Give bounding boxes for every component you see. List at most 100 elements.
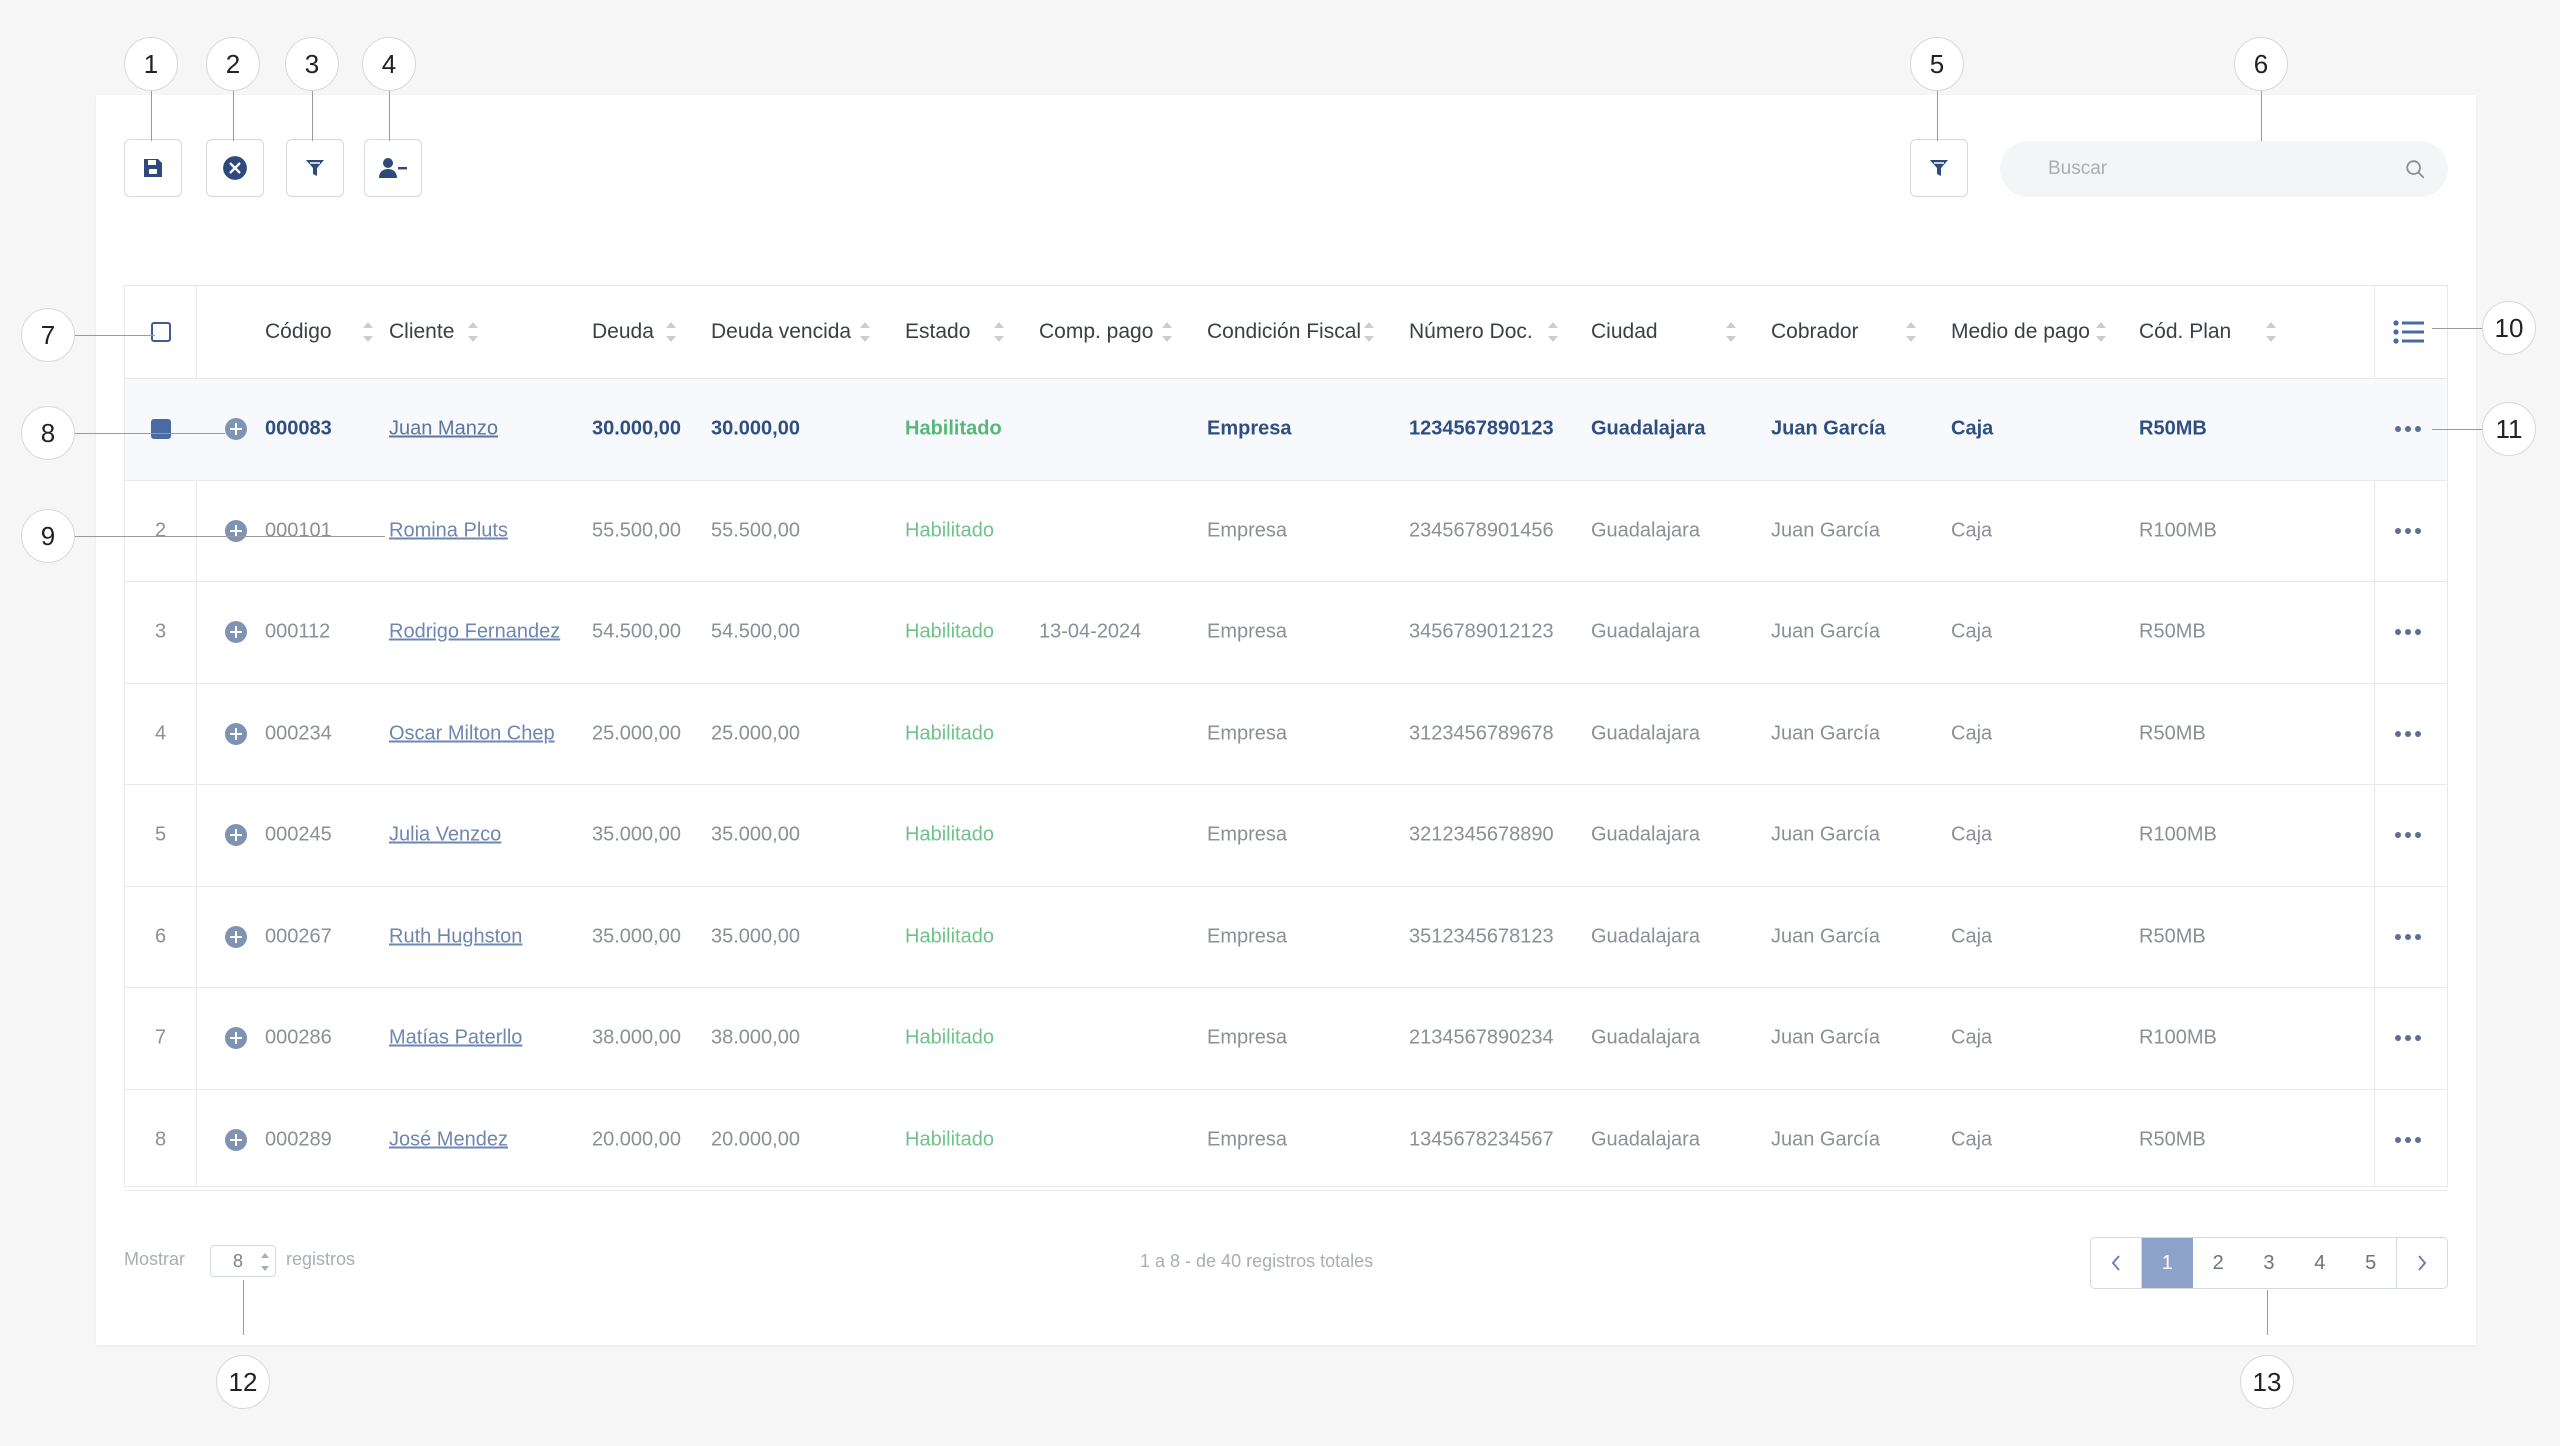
row-checkbox[interactable] (151, 419, 171, 440)
page-4-button[interactable]: 4 (2314, 1251, 2326, 1274)
more-options-icon[interactable] (2395, 426, 2421, 433)
table-row[interactable]: 2 000101 Romina Pluts 55.500,00 55.500,00 Hab… (125, 481, 2447, 582)
row-number: 8 (155, 1128, 167, 1151)
client-name-link[interactable]: Julia Venzco (389, 823, 502, 846)
client-name-link[interactable]: Juan Manzo (389, 417, 498, 440)
table-row[interactable]: 4 000234 Oscar Milton Chep 25.000,00 25.000,… (125, 684, 2447, 785)
search-input[interactable] (2048, 158, 2388, 180)
expand-plus-icon[interactable] (225, 1027, 247, 1050)
page-3-button[interactable]: 3 (2263, 1251, 2275, 1274)
header-cod-plan[interactable]: Cód. Plan (2139, 320, 2232, 343)
sort-icon[interactable] (993, 320, 1005, 344)
medio-pago-cell: Caja (1951, 925, 1993, 948)
sort-icon[interactable] (1905, 320, 1917, 344)
status-badge: Habilitado (905, 925, 994, 948)
client-name-link[interactable]: José Mendez (389, 1128, 508, 1151)
stepper-arrows-icon[interactable] (261, 1253, 269, 1271)
prev-page-button[interactable] (2091, 1238, 2142, 1288)
callout-leader (243, 1280, 244, 1335)
floppy-disk-icon (144, 159, 162, 177)
table-row[interactable]: 8 000289 José Mendez 20.000,00 20.000,00 Habi… (125, 1090, 2447, 1191)
expand-plus-icon[interactable] (225, 418, 247, 441)
medio-pago-cell: Caja (1951, 620, 1993, 643)
search-icon[interactable] (2404, 158, 2426, 180)
remove-user-button[interactable] (364, 139, 422, 197)
medio-pago-cell: Caja (1951, 823, 1993, 846)
condicion-fiscal-cell: Empresa (1207, 722, 1288, 745)
page-5-button[interactable]: 5 (2365, 1251, 2377, 1274)
callout-10: 10 (2482, 301, 2536, 355)
expand-plus-icon[interactable] (225, 519, 247, 542)
client-name-link[interactable]: Rodrigo Fernandez (389, 620, 561, 643)
sort-icon[interactable] (1363, 320, 1375, 344)
more-options-icon[interactable] (2395, 1035, 2421, 1042)
header-cobrador[interactable]: Cobrador (1771, 320, 1859, 343)
sort-icon[interactable] (362, 320, 374, 344)
sort-icon[interactable] (1161, 320, 1173, 344)
status-badge: Habilitado (905, 519, 994, 542)
page-2-button[interactable]: 2 (2212, 1251, 2224, 1274)
client-name-link[interactable]: Romina Pluts (389, 519, 508, 542)
header-condicion-fiscal[interactable]: Condición Fiscal (1207, 320, 1362, 343)
table-row[interactable]: 3 000112 Rodrigo Fernandez 54.500,00 54.500,… (125, 582, 2447, 684)
header-comp-pago[interactable]: Comp. pago (1039, 320, 1154, 343)
header-numero-doc[interactable]: Número Doc. (1409, 320, 1533, 343)
sort-icon[interactable] (1725, 320, 1737, 344)
sort-icon[interactable] (2095, 320, 2107, 344)
header-codigo[interactable]: Código (265, 320, 332, 343)
cod-plan-cell: R100MB (2139, 519, 2217, 542)
cancel-button[interactable] (206, 139, 264, 197)
sort-icon[interactable] (859, 320, 871, 344)
cobrador-cell: Juan García (1771, 519, 1880, 542)
table-row[interactable]: 6 000267 Ruth Hughston 35.000,00 35.000,00 Ha… (125, 887, 2447, 988)
save-button[interactable] (124, 139, 182, 197)
header-ciudad[interactable]: Ciudad (1591, 320, 1658, 343)
page-size-stepper[interactable]: 8 (210, 1245, 276, 1277)
filter-button[interactable] (286, 139, 344, 197)
cod-plan-cell: R50MB (2139, 925, 2206, 948)
chevron-left-icon (2111, 1255, 2120, 1271)
more-options-icon[interactable] (2395, 1136, 2421, 1143)
more-options-icon[interactable] (2395, 730, 2421, 737)
callout-leader (1937, 91, 1938, 141)
advanced-filter-button[interactable] (1910, 139, 1968, 197)
more-options-icon[interactable] (2395, 832, 2421, 839)
header-deuda-vencida[interactable]: Deuda vencida (711, 320, 852, 343)
expand-plus-icon[interactable] (225, 1128, 247, 1151)
expand-plus-icon[interactable] (225, 824, 247, 847)
expand-plus-icon[interactable] (225, 722, 247, 745)
more-options-icon[interactable] (2395, 933, 2421, 940)
cod-plan-cell: R100MB (2139, 1026, 2217, 1049)
numero-doc-cell: 3456789012123 (1409, 620, 1554, 643)
header-medio-pago[interactable]: Medio de pago (1951, 320, 2090, 343)
next-page-button[interactable] (2396, 1238, 2447, 1288)
list-icon[interactable] (2393, 319, 2425, 345)
expand-plus-icon[interactable] (225, 925, 247, 948)
sort-icon[interactable] (1547, 320, 1559, 344)
table-row[interactable]: 5 000245 Julia Venzco 35.000,00 35.000,00 Hab… (125, 785, 2447, 887)
header-cliente[interactable]: Cliente (389, 320, 455, 343)
header-estado[interactable]: Estado (905, 320, 971, 343)
sort-icon[interactable] (665, 320, 677, 344)
table-row[interactable]: 7 000286 Matías Paterllo 38.000,00 38.000,00… (125, 988, 2447, 1090)
client-name-link[interactable]: Matías Paterllo (389, 1026, 523, 1049)
more-options-icon[interactable] (2395, 629, 2421, 636)
sort-icon[interactable] (467, 320, 479, 344)
deuda-vencida-cell: 38.000,00 (711, 1026, 800, 1049)
more-options-icon[interactable] (2395, 527, 2421, 534)
condicion-fiscal-cell: Empresa (1207, 519, 1288, 542)
page-1-button[interactable]: 1 (2141, 1238, 2193, 1288)
header-deuda[interactable]: Deuda (592, 320, 654, 343)
client-name-link[interactable]: Oscar Milton Chep (389, 722, 555, 745)
table-row[interactable]: 000083 Juan Manzo 30.000,00 30.000,00 Habili… (125, 379, 2447, 481)
sort-icon[interactable] (2265, 320, 2277, 344)
cobrador-cell: Juan García (1771, 1128, 1880, 1151)
ciudad-cell: Guadalajara (1591, 823, 1700, 846)
cobrador-cell: Juan García (1771, 823, 1880, 846)
select-all-checkbox[interactable] (151, 322, 171, 342)
funnel-icon (306, 160, 324, 176)
expand-plus-icon[interactable] (225, 621, 247, 644)
ciudad-cell: Guadalajara (1591, 1128, 1700, 1151)
codigo-cell: 000112 (265, 620, 331, 643)
client-name-link[interactable]: Ruth Hughston (389, 925, 523, 948)
